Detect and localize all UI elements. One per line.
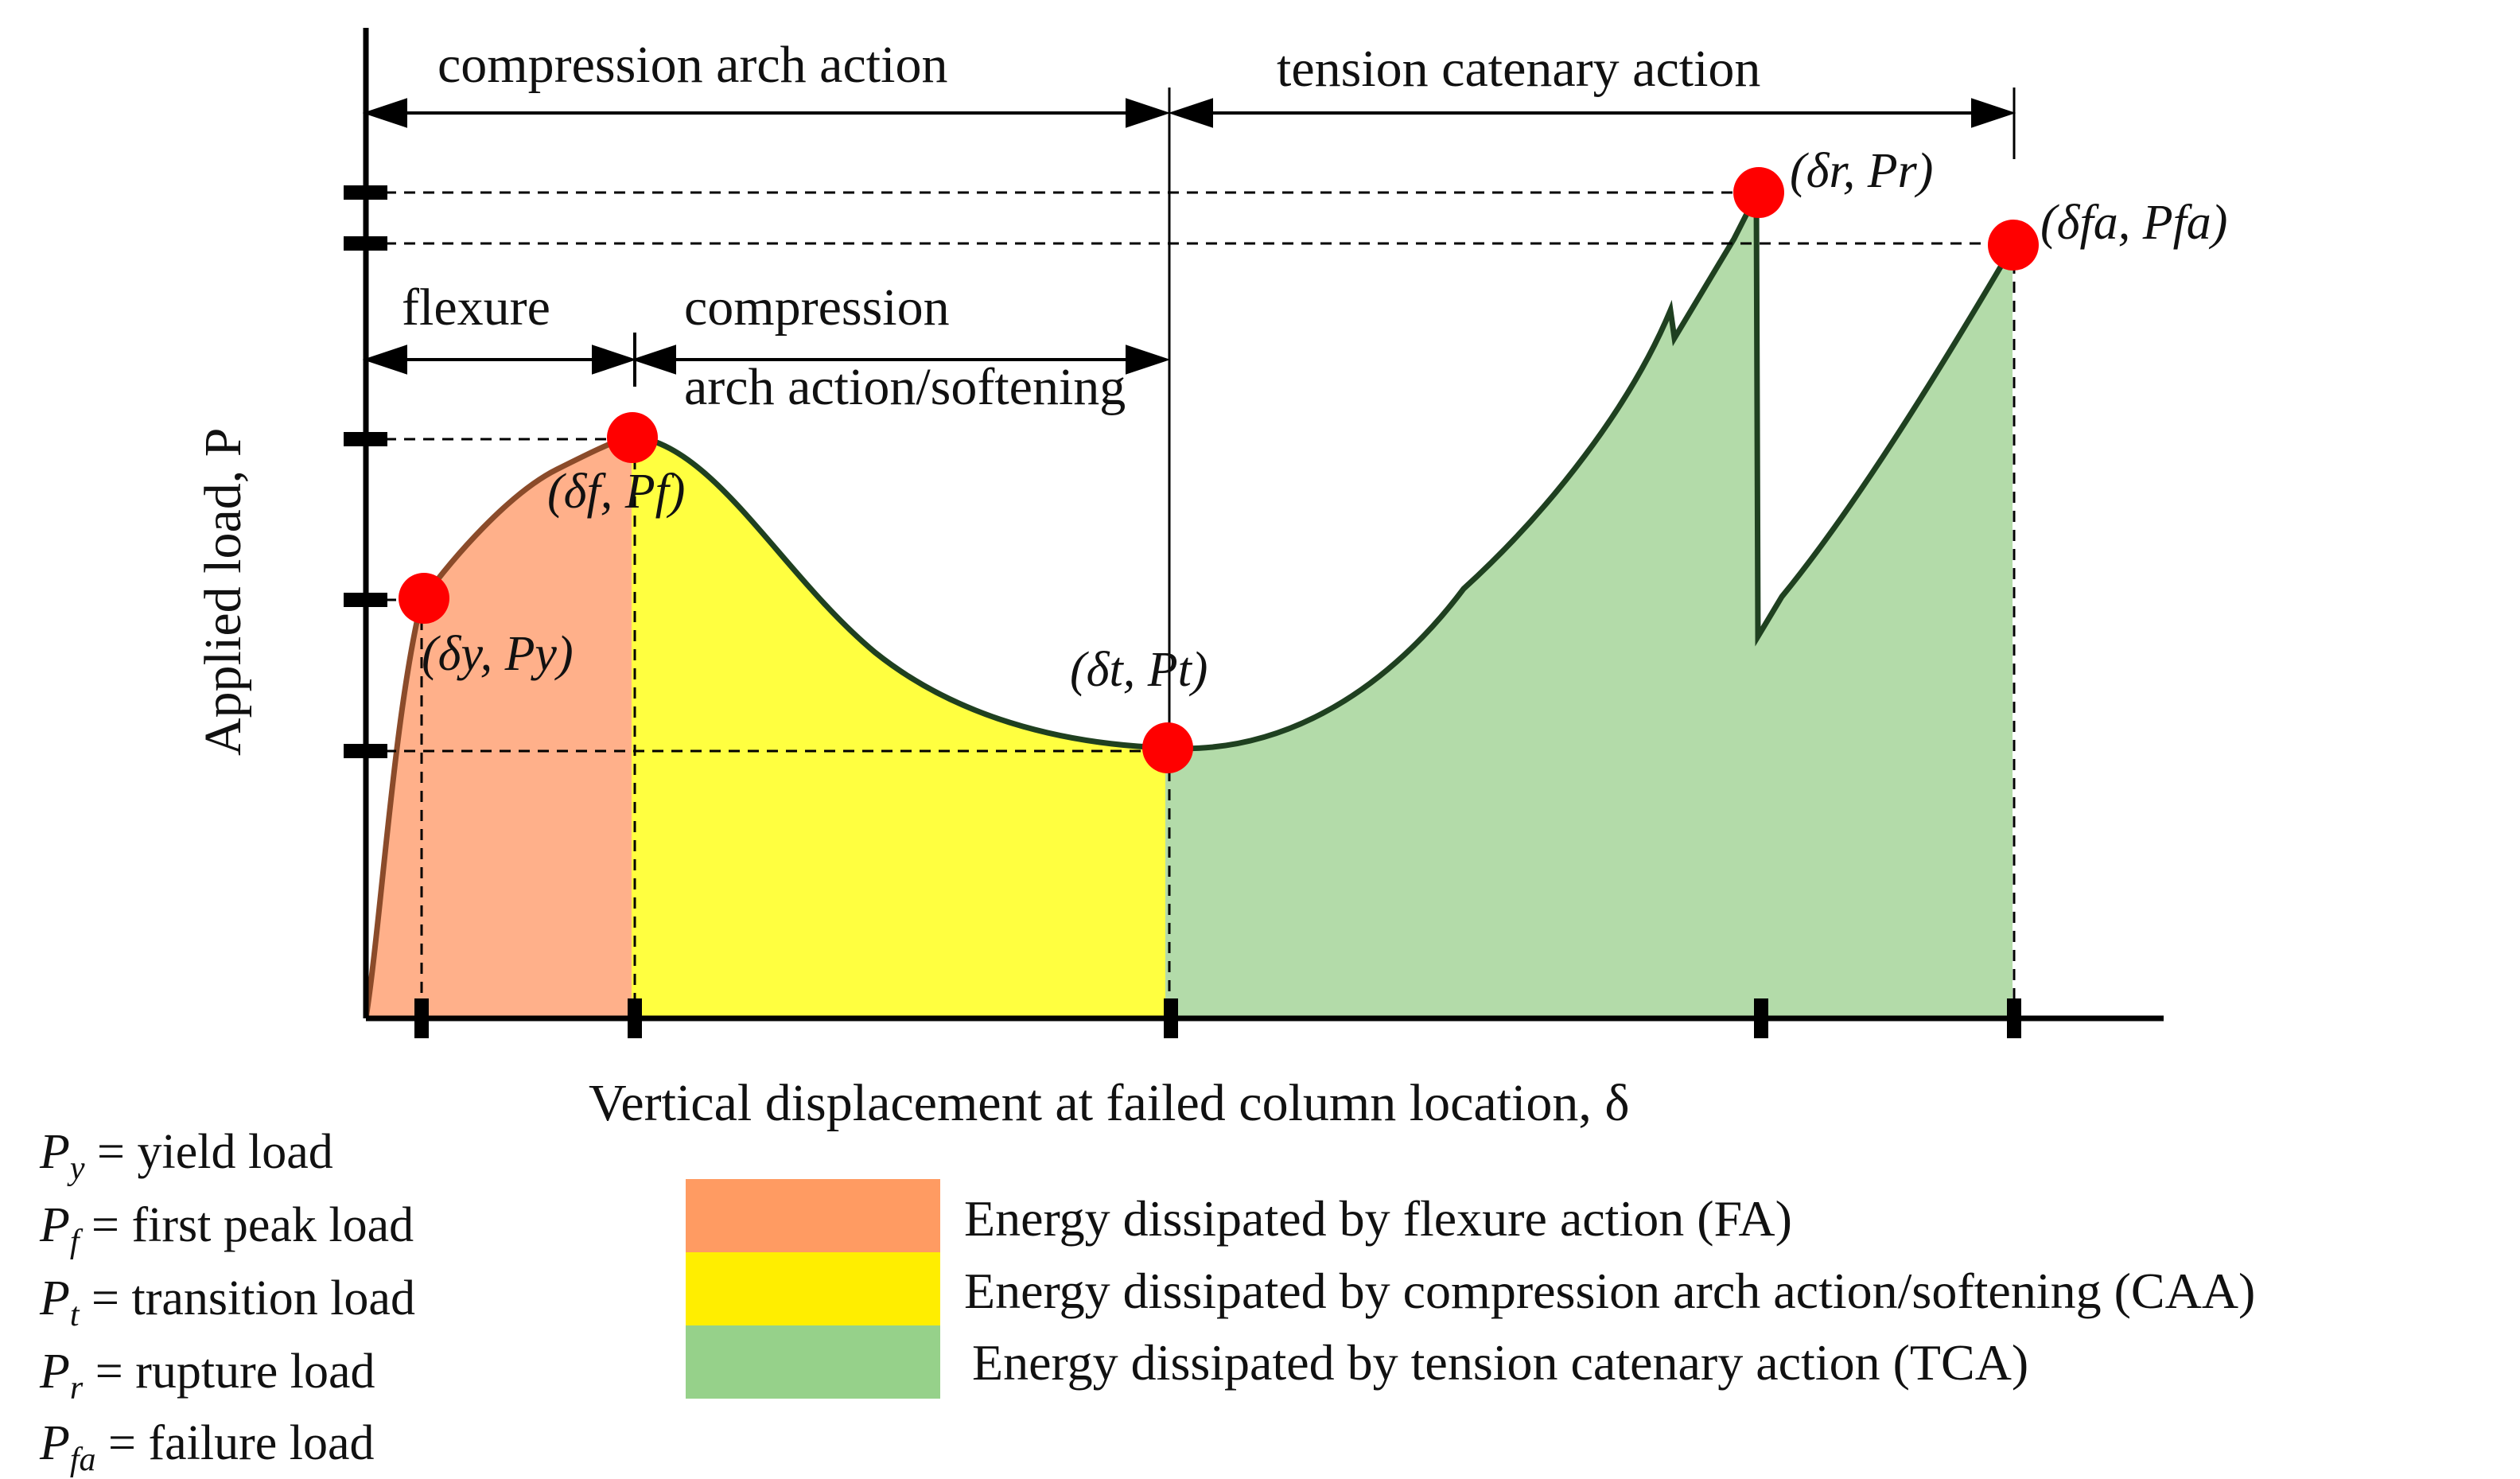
label-flexure: flexure xyxy=(402,278,550,337)
arrowhead xyxy=(1126,344,1171,375)
flexure-energy-region xyxy=(366,436,632,1018)
point-first-peak xyxy=(607,412,658,463)
label-point-failure: (δfa, Pfa) xyxy=(2040,196,2227,250)
arrowhead xyxy=(1168,98,1213,128)
key-points xyxy=(399,167,2039,773)
arrowhead xyxy=(1126,98,1171,128)
phase-arrows-lower xyxy=(362,344,1171,375)
legend-swatch-tca xyxy=(686,1325,940,1399)
label-point-yield: (δy, Py) xyxy=(422,627,574,681)
caa-energy-region xyxy=(632,436,1165,1018)
definition-first-peak: Pf = first peak load xyxy=(39,1198,414,1260)
point-yield xyxy=(399,573,449,624)
definition-transition: Pt = transition load xyxy=(39,1271,415,1333)
definition-failure: Pfa = failure load xyxy=(39,1416,375,1478)
legend-text-caa: Energy dissipated by compression arch ac… xyxy=(964,1263,2255,1319)
legend-swatch-flexure xyxy=(686,1179,940,1252)
definition-rupture: Pr = rupture load xyxy=(39,1345,375,1407)
point-failure xyxy=(1988,220,2039,271)
arrowhead xyxy=(631,344,676,375)
legend-text-tca: Energy dissipated by tension catenary ac… xyxy=(972,1334,2028,1391)
label-tension-catenary-action: tension catenary action xyxy=(1277,40,1760,98)
y-axis-title: Applied load, P xyxy=(194,428,252,756)
dashed-guides xyxy=(366,191,2016,1018)
label-point-transition: (δt, Pt) xyxy=(1070,643,1208,697)
arrowhead xyxy=(592,344,637,375)
point-transition xyxy=(1142,722,1193,773)
y-axis-ticks xyxy=(344,185,387,758)
label-compression: compression xyxy=(684,278,950,337)
phase-arrows-top xyxy=(362,98,2016,128)
tca-energy-region xyxy=(1165,195,2012,1018)
legend-text-flexure: Energy dissipated by flexure action (FA) xyxy=(964,1190,1792,1247)
label-compression-arch-action: compression arch action xyxy=(438,36,947,94)
definition-yield: Py = yield load xyxy=(39,1125,333,1187)
load-displacement-curve xyxy=(631,193,2016,752)
arrowhead xyxy=(1971,98,2016,128)
symbol-definitions: Py = yield load Pf = first peak load Pt … xyxy=(39,1125,415,1478)
label-point-first-peak: (δf, Pf) xyxy=(547,465,685,519)
label-arch-action-softening: arch action/softening xyxy=(684,358,1126,416)
x-axis-title: Vertical displacement at failed column l… xyxy=(589,1074,1629,1132)
energy-legend: Energy dissipated by flexure action (FA)… xyxy=(686,1179,2255,1399)
label-point-rupture: (δr, Pr) xyxy=(1790,144,1933,198)
arrowhead xyxy=(362,98,407,128)
point-rupture xyxy=(1733,167,1784,218)
arrowhead xyxy=(362,344,407,375)
legend-swatch-caa xyxy=(686,1252,940,1325)
